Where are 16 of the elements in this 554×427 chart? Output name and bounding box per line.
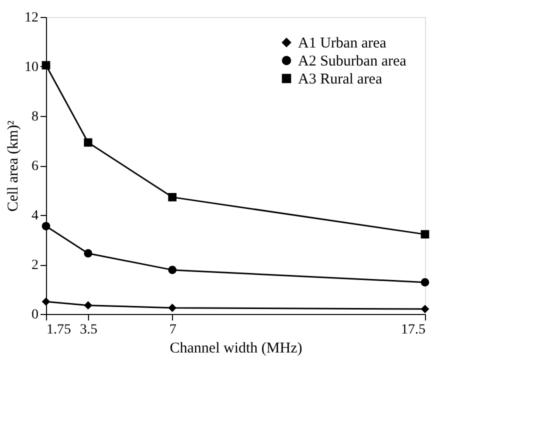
x-tick-label: 7 — [169, 322, 176, 338]
y-axis-title: Cell area (km)² — [6, 120, 22, 212]
y-tick-label: 10 — [24, 60, 38, 75]
x-tick-label: 17.5 — [401, 322, 426, 338]
y-tick-label: 2 — [32, 258, 38, 273]
y-tick-label: 12 — [24, 10, 38, 26]
legend-label: A3 Rural area — [298, 72, 382, 88]
y-tick-label: 6 — [32, 159, 38, 174]
x-tick-label: 3.5 — [80, 322, 98, 338]
x-axis-title: Channel width (MHz) — [170, 340, 302, 356]
x-tick-label: 1.75 — [46, 322, 71, 338]
y-tick-label: 4 — [32, 208, 38, 224]
legend-label: A1 Urban area — [298, 36, 387, 52]
legend-label: A2 Suburban area — [298, 54, 407, 70]
y-tick-label: 0 — [32, 308, 38, 322]
y-tick-label: 8 — [32, 110, 38, 124]
